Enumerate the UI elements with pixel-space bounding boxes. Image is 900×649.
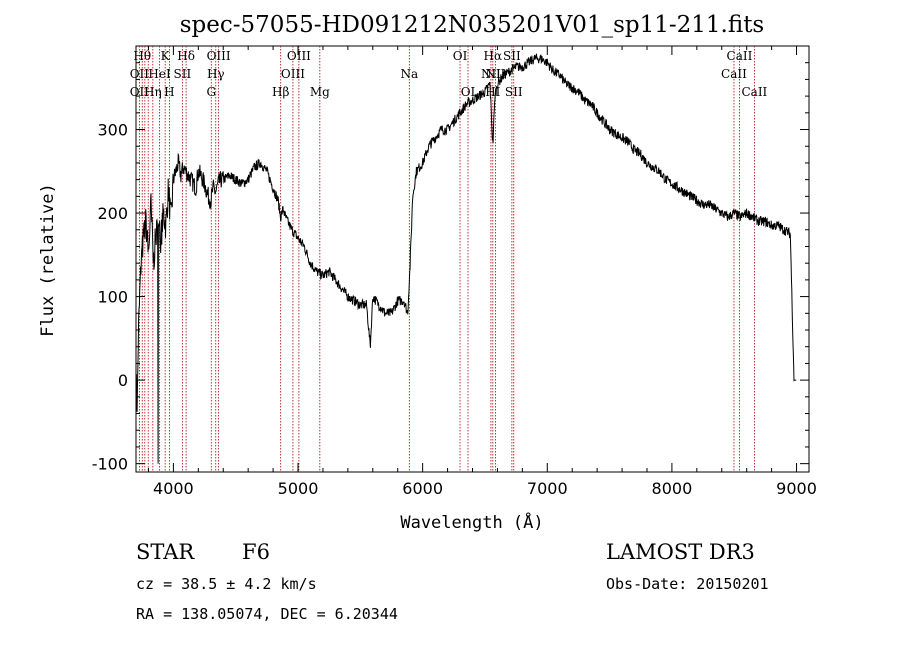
line-label: Hη [144, 85, 162, 99]
chart-title: spec-57055-HD091212N035201V01_sp11-211.f… [180, 12, 765, 38]
x-tick-label: 5000 [278, 479, 319, 498]
y-tick-label: 300 [97, 121, 128, 140]
line-label: Hδ [177, 49, 195, 63]
x-tick-label: 4000 [153, 479, 194, 498]
x-tick-label: 7000 [527, 479, 568, 498]
line-label: OIII [207, 49, 231, 63]
line-label: Mg [310, 85, 330, 99]
x-tick-label: 6000 [402, 479, 443, 498]
line-label: CaII [727, 49, 753, 63]
y-tick-label: 100 [97, 288, 128, 307]
line-label: SII [503, 49, 521, 63]
obs-date: Obs-Date: 20150201 [606, 575, 769, 593]
y-tick-label: 200 [97, 204, 128, 223]
line-label: OI [453, 49, 468, 63]
line-label: SII [174, 67, 192, 81]
line-label: G [206, 85, 216, 99]
line-label: OIII [287, 49, 311, 63]
axis-ticks: 4000 5000 6000 7000 8000 9000 -100 0 100 200 300 [92, 46, 817, 498]
line-label: OIII [281, 67, 305, 81]
line-label: Hγ [207, 67, 225, 81]
x-tick-label: 9000 [776, 479, 817, 498]
survey-name: LAMOST DR3 [606, 540, 755, 564]
line-label: NII [481, 67, 501, 81]
line-label: OII [130, 85, 150, 99]
plot-frame [135, 45, 810, 473]
line-label: HeI [148, 67, 171, 81]
line-label: SII [505, 85, 523, 99]
line-label: CaII [721, 67, 747, 81]
line-label: H [164, 85, 174, 99]
line-label: K [161, 49, 171, 63]
spectrum-series-line [135, 53, 797, 464]
y-tick-label: 0 [118, 371, 128, 390]
x-axis-label: Wavelength (Å) [400, 511, 543, 533]
x-tick-label: 8000 [652, 479, 693, 498]
line-label: Hθ [133, 49, 151, 63]
y-tick-label: -100 [92, 455, 128, 474]
coordinates: RA = 138.05074, DEC = 6.20344 [136, 605, 398, 623]
line-label: OI [461, 85, 476, 99]
y-axis-label: Flux (relative) [38, 183, 58, 337]
object-subclass: F6 [242, 540, 270, 564]
line-label: Hβ [272, 85, 289, 99]
redshift-readout: cz = 38.5 ± 4.2 km/s [136, 575, 317, 593]
line-label: Hα [484, 49, 503, 63]
line-label: CaII [741, 85, 767, 99]
line-label: OII [130, 67, 150, 81]
emission-lines [138, 46, 755, 472]
object-class: STAR [136, 540, 195, 564]
line-label: Na [400, 67, 418, 81]
